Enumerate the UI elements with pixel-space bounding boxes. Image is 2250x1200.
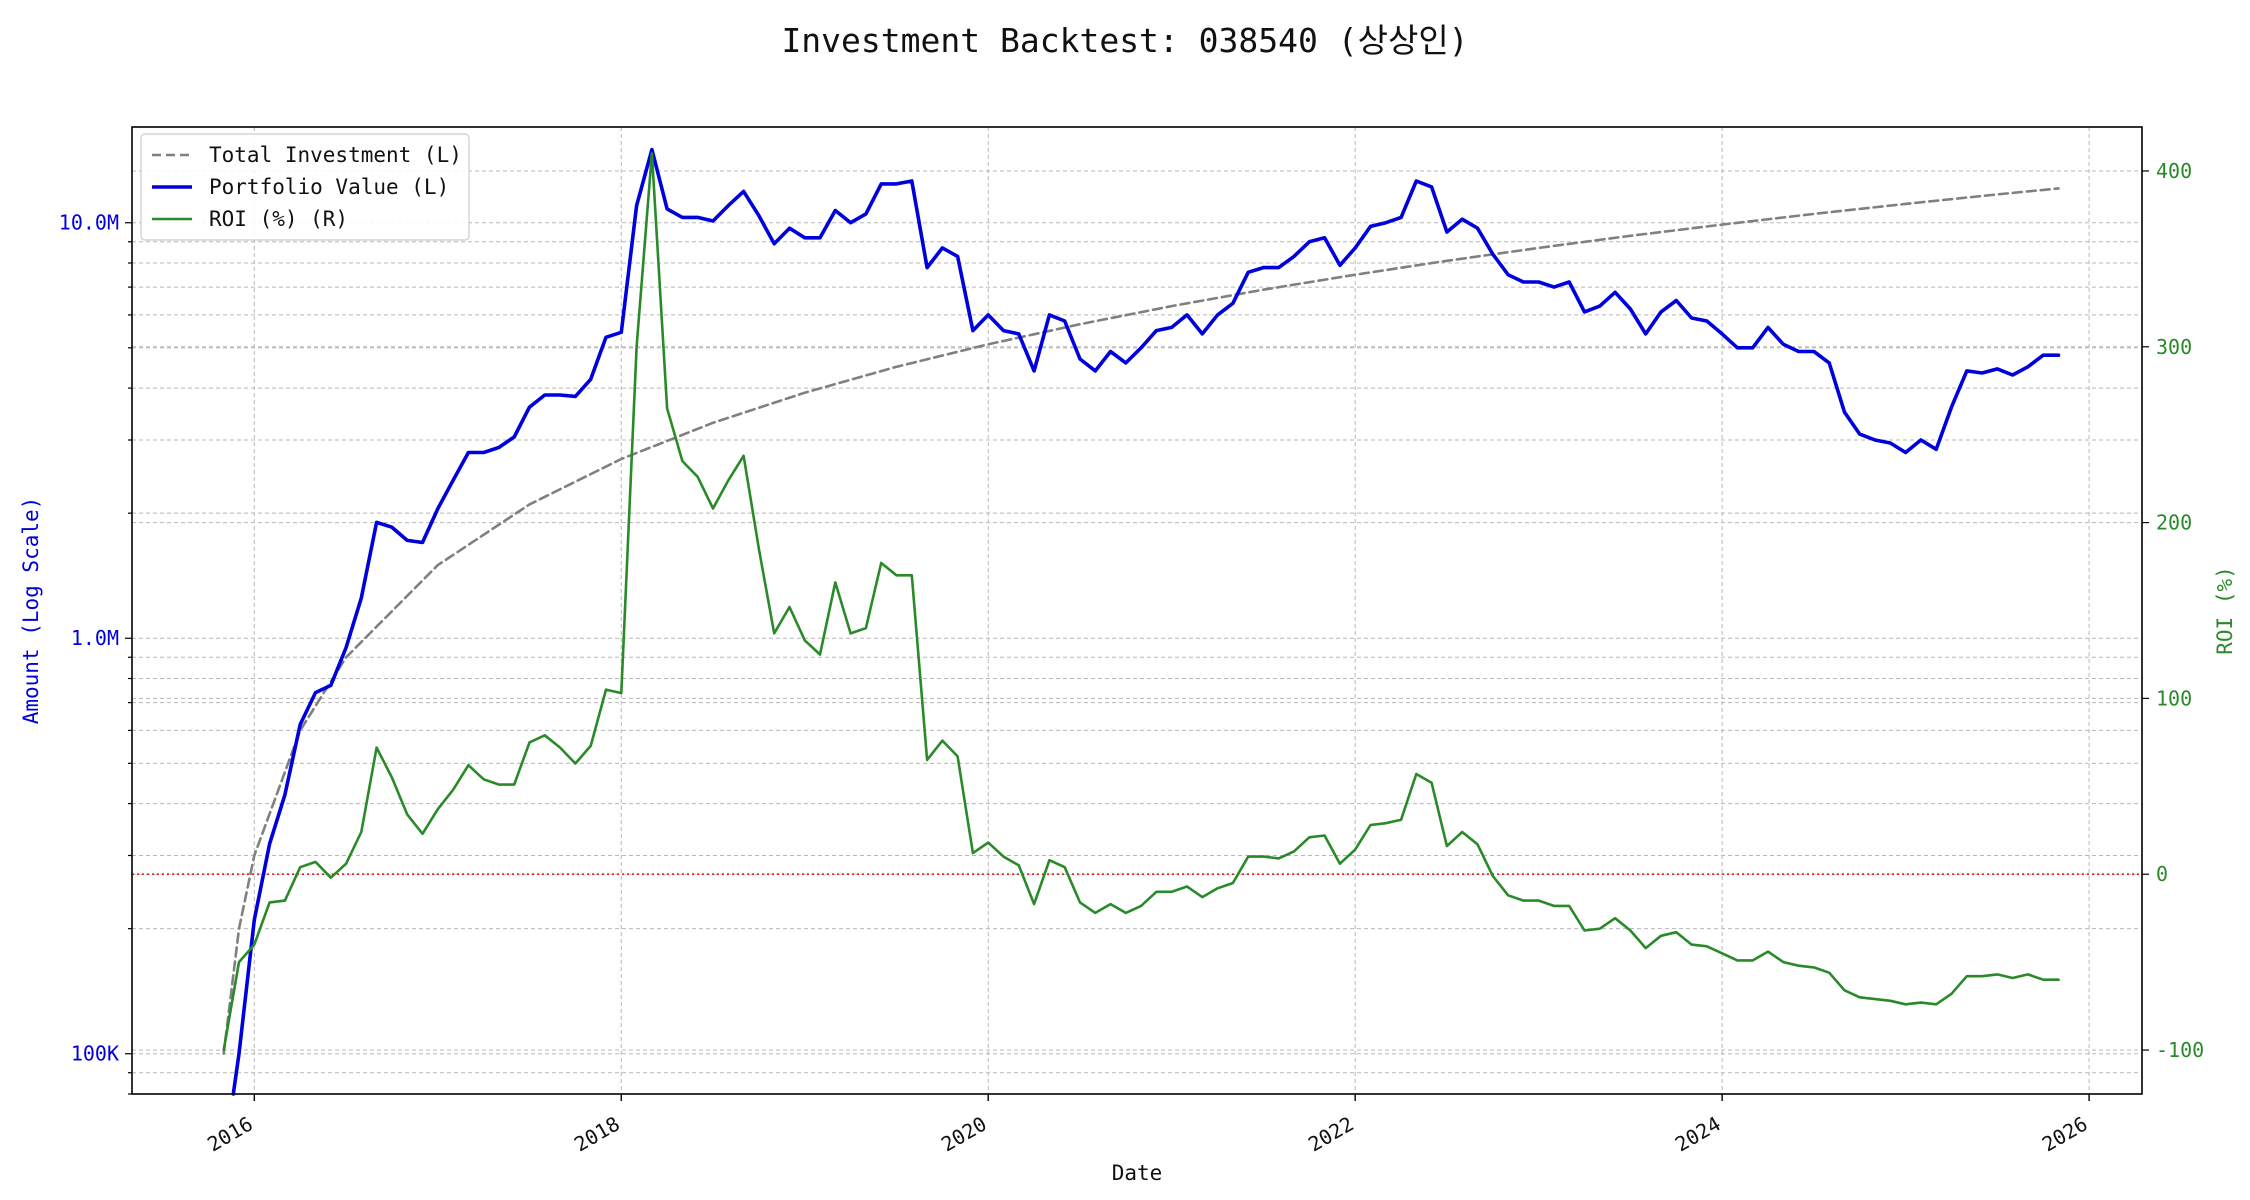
page-title: Investment Backtest: 038540 (상상인)	[781, 21, 1469, 60]
y-axis-right-label: ROI (%)	[2213, 566, 2237, 655]
legend-label-portfolio-value: Portfolio Value (L)	[209, 175, 449, 199]
portfolio-value-line	[231, 147, 2061, 1096]
legend-label-total-investment: Total Investment (L)	[209, 143, 462, 167]
y-axis-left-label: Amount (Log Scale)	[19, 497, 43, 725]
x-tick-label: 2026	[2038, 1112, 2092, 1157]
y-left-tick-label: 1.0M	[71, 626, 119, 650]
y-right-tick-label: 400	[2156, 159, 2192, 183]
roi-line	[222, 152, 2060, 1052]
x-tick-label: 2024	[1671, 1112, 1725, 1157]
series-lines	[222, 147, 2061, 1096]
x-tick-label: 2020	[937, 1112, 991, 1157]
x-tick-label: 2016	[203, 1112, 257, 1157]
x-tick-label: 2018	[570, 1112, 624, 1157]
grid-lines	[132, 127, 2142, 1095]
y-right-tick-label: 0	[2156, 862, 2168, 886]
y-left-tick-label: 100K	[71, 1042, 119, 1066]
y-right-tick-label: 300	[2156, 335, 2192, 359]
y-right-tick-label: 200	[2156, 511, 2192, 535]
x-tick-label: 2022	[1304, 1112, 1358, 1157]
legend-box	[140, 133, 470, 241]
legend-label-roi: ROI (%) (R)	[209, 207, 348, 231]
legend: Total Investment (L) Portfolio Value (L)…	[140, 133, 470, 241]
y-right-tick-label: 100	[2156, 686, 2192, 710]
plot-frame	[131, 126, 2143, 1095]
total-investment-line	[222, 187, 2060, 1055]
x-axis-label: Date	[1112, 1161, 1163, 1185]
y-left-tick-label: 10.0M	[59, 211, 119, 235]
y-right-tick-label: -100	[2156, 1038, 2204, 1062]
